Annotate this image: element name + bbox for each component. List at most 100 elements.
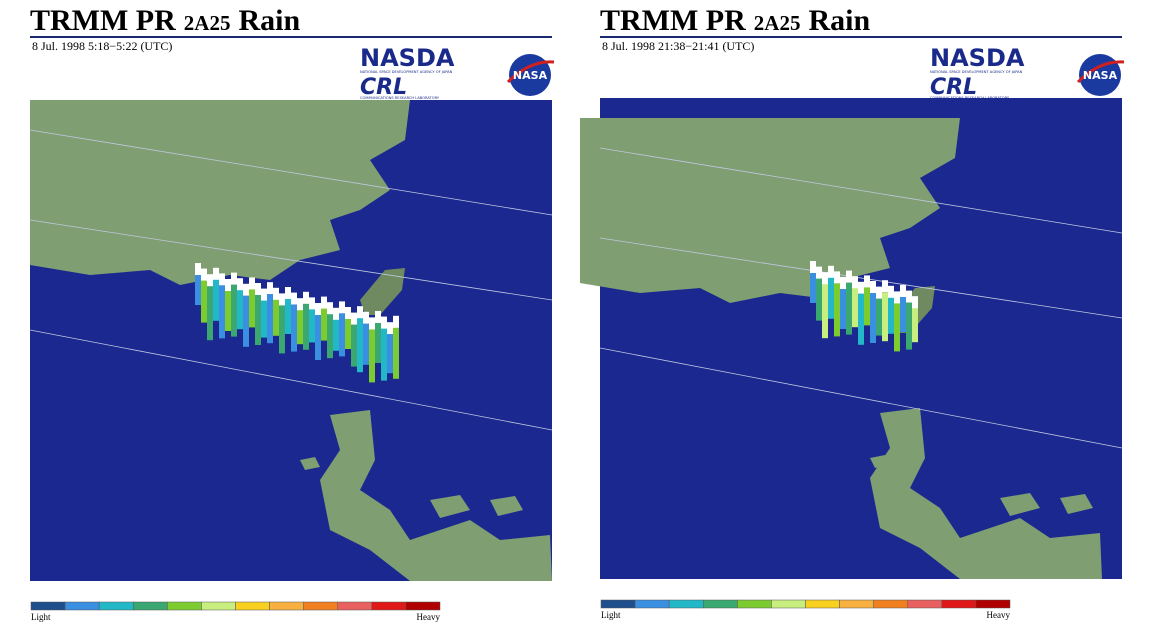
rain-cloud (375, 311, 381, 329)
rain-column (255, 295, 261, 345)
title-main: TRMM PR (600, 4, 746, 37)
nasda-logo: NASDA (930, 44, 1025, 72)
rain-column (906, 302, 912, 350)
rain-column (900, 297, 906, 332)
title-suffix: Rain (238, 4, 300, 37)
orbit-line (599, 237, 1123, 319)
rain-cloud (381, 316, 387, 338)
orbit-line (599, 147, 1123, 234)
date: 8 Jul. 1998 21:38−21:41 (UTC) (602, 39, 754, 53)
rain-cloud (309, 297, 315, 319)
orbit-line (29, 129, 553, 216)
rain-cloud (339, 301, 345, 314)
rain-column (345, 319, 351, 349)
rain-cloud (894, 291, 900, 310)
colorbar-swatch (98, 601, 134, 611)
nasda-sub: NATIONAL SPACE DEVELOPMENT AGENCY OF JAP… (930, 70, 1023, 74)
rain-cloud (864, 275, 870, 291)
colorbar-swatch (64, 601, 100, 611)
nasa-swoosh (1076, 60, 1125, 84)
rain-cloud (387, 322, 393, 335)
rain-column (816, 278, 822, 321)
rain-cloud (231, 272, 237, 291)
islands (300, 457, 523, 518)
rain-column (375, 323, 381, 363)
colorbar-swatch (941, 599, 977, 609)
colorbar-swatch (634, 599, 670, 609)
rain-column (888, 297, 894, 334)
rain-cloud (828, 265, 834, 287)
rain-cloud (870, 281, 876, 299)
rain-column (315, 315, 321, 360)
taiwan (360, 268, 405, 315)
nasda-logo: NASDA (360, 44, 455, 72)
rain-column (219, 285, 225, 339)
rain-column (810, 273, 816, 303)
rain-column (840, 289, 846, 329)
orbit-line (29, 329, 553, 431)
rain-column (267, 294, 273, 344)
rain-cloud (357, 306, 363, 328)
rain-column (876, 298, 882, 336)
rain-cloud (906, 290, 912, 303)
rain-cloud (279, 293, 285, 312)
islands (870, 455, 1093, 516)
colorbar-swatch (805, 599, 840, 609)
colorbar-swatch (201, 601, 236, 611)
rain-cloud (888, 285, 894, 301)
rain-cloud (273, 287, 279, 303)
title: TRMM PR 2A25 Rain (30, 4, 300, 37)
rain-column (846, 282, 852, 335)
rain-column (858, 293, 864, 345)
colorbar-swatch (30, 601, 66, 611)
rain-cloud (393, 315, 399, 331)
rain-column (225, 291, 231, 331)
colorbar-swatch (303, 601, 338, 611)
rain-column (237, 290, 243, 330)
rain-column (309, 309, 315, 343)
rain-cloud (858, 281, 864, 294)
colorbar-swatch (235, 601, 270, 611)
panel: TRMM PR 2A25 Rain 8 Jul. 1998 5:18−5:22 (UT… (29, 4, 555, 622)
rain-cloud (249, 277, 255, 293)
colorbar-swatch (668, 599, 704, 609)
colorbar-swatch (269, 601, 304, 611)
rain-column (852, 288, 858, 328)
rain-cloud (834, 271, 840, 284)
rain-column (333, 319, 339, 351)
rain-cloud (345, 307, 351, 322)
rain-column (357, 318, 363, 373)
colorbar-high: Heavy (987, 610, 1011, 620)
colorbar-swatch (167, 601, 202, 611)
colorbar-swatch (405, 601, 441, 611)
crl-sub: COMMUNICATIONS RESEARCH LABORATORY (360, 96, 440, 100)
rain-cloud (285, 287, 291, 308)
rain-cloud (225, 279, 231, 294)
rain-column (339, 313, 345, 357)
rain-column (321, 308, 327, 341)
rain-cloud (207, 274, 213, 293)
rain-cloud (810, 261, 816, 273)
rain-column (822, 284, 828, 339)
mainland (30, 100, 410, 285)
rain-cloud (219, 273, 225, 286)
rain-column (351, 324, 357, 367)
rain-cloud (291, 292, 297, 305)
rain-column (303, 303, 309, 350)
colorbar-swatch (703, 599, 738, 609)
rain-column (207, 286, 213, 341)
colorbar-low: Light (601, 610, 621, 620)
colorbar-swatch (371, 601, 407, 611)
colorbar-swatch (737, 599, 772, 609)
rain-column (231, 284, 237, 337)
rain-cloud (213, 267, 219, 289)
colorbar-low: Light (31, 612, 51, 622)
colorbar: Light Heavy (600, 599, 1011, 620)
rain-column (387, 334, 393, 374)
rain-column (381, 328, 387, 381)
map (580, 98, 1123, 579)
nasa-swoosh (506, 60, 555, 84)
rain-cloud (876, 286, 882, 308)
title-main: TRMM PR (30, 4, 176, 37)
rain-cloud (369, 317, 375, 333)
